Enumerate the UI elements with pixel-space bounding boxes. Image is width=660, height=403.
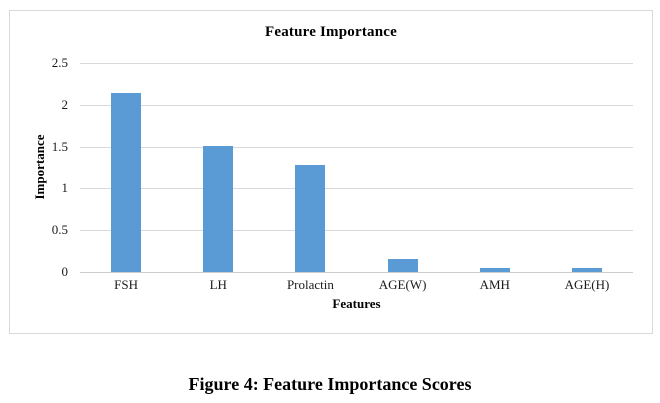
y-tick-label: 1 xyxy=(61,180,69,196)
bar-slot xyxy=(357,63,449,272)
plot-area xyxy=(80,63,633,273)
bar-slot xyxy=(541,63,633,272)
category-labels: FSH LH Prolactin AGE(W) AMH AGE(H) xyxy=(80,277,633,293)
x-axis-title: Features xyxy=(332,296,381,311)
category-label: AGE(W) xyxy=(378,277,427,292)
bar-AMH xyxy=(479,267,510,272)
category-label: FSH xyxy=(114,277,139,292)
bar-slot xyxy=(449,63,541,272)
chart-title: Feature Importance xyxy=(264,24,398,40)
bar-FSH xyxy=(111,93,142,272)
category-label: LH xyxy=(209,277,227,292)
gridline xyxy=(80,63,633,64)
chart-frame: Feature Importance Importance 2.5 2 1.5 1 0.… xyxy=(9,10,653,334)
bar-AGE(H) xyxy=(571,267,602,272)
x-axis-line xyxy=(80,272,633,273)
gridline xyxy=(80,146,633,148)
y-tick-label: 0 xyxy=(61,264,69,279)
category-label: AMH xyxy=(479,277,510,292)
gridline xyxy=(80,188,633,190)
y-tick-labels: 2.5 2 1.5 1 0.5 0 xyxy=(10,55,69,279)
y-tick-label: 2.5 xyxy=(51,55,68,70)
category-label: Prolactin xyxy=(286,277,334,292)
y-tick-label: 0.5 xyxy=(51,222,68,238)
y-tick-label: 2 xyxy=(61,96,69,112)
gridline xyxy=(80,104,633,106)
bar-slot xyxy=(264,63,356,272)
gridline xyxy=(80,230,633,232)
bars xyxy=(80,63,633,272)
bar-slot xyxy=(80,63,172,272)
bar-LH xyxy=(203,145,234,272)
figure-caption: Figure 4: Feature Importance Scores xyxy=(188,374,472,394)
y-tick-label: 1.5 xyxy=(51,138,68,154)
bar-AGE(W) xyxy=(387,258,418,272)
bar-slot xyxy=(172,63,264,272)
bar-Prolactin xyxy=(295,165,326,272)
category-label: AGE(H) xyxy=(564,277,610,292)
